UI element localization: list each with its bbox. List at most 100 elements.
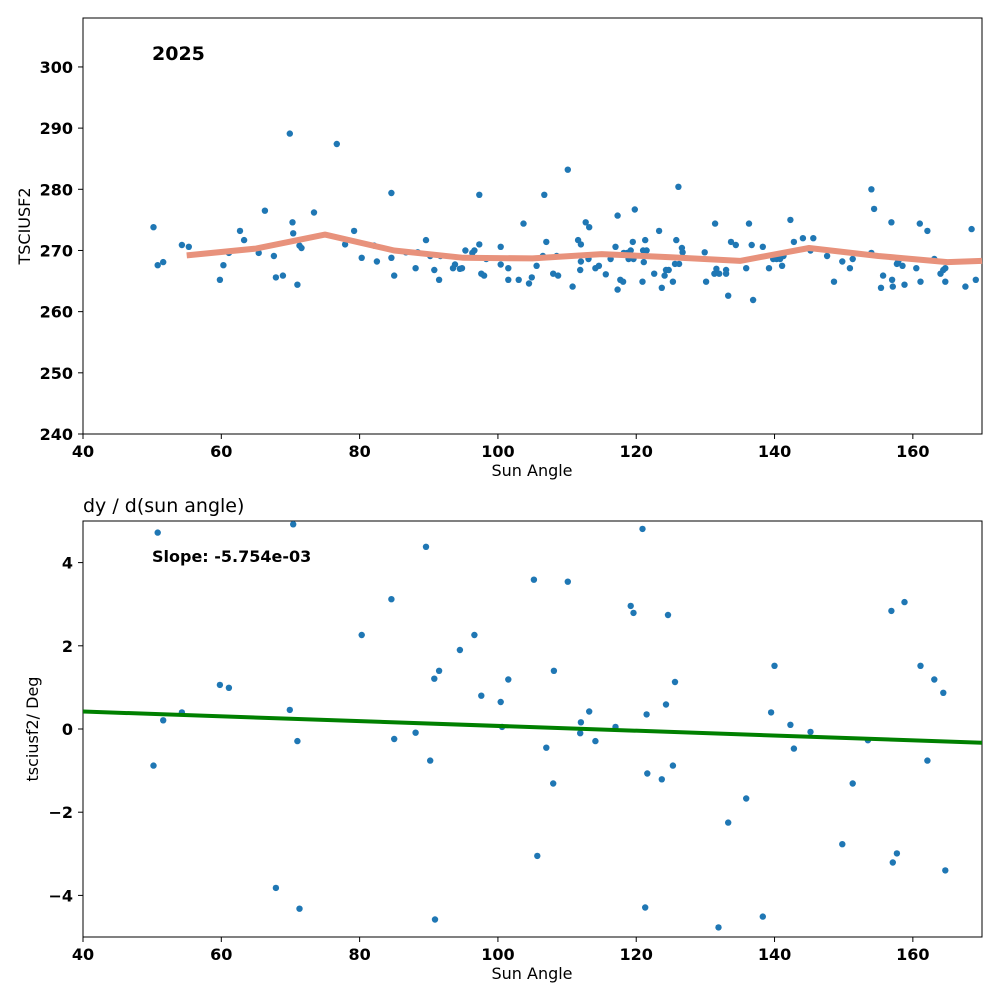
top-data-point [614, 212, 621, 219]
bottom-data-point [839, 841, 846, 848]
smoothed-line [186, 231, 983, 266]
top-data-point [564, 166, 571, 173]
top-data-point [642, 236, 649, 244]
top-data-point [962, 283, 969, 290]
top-data-point [577, 266, 584, 274]
top-y-axis-label: TSCIUSF2 [15, 187, 34, 265]
bottom-data-point [586, 708, 593, 715]
bottom-data-point [790, 745, 798, 752]
top-data-point [665, 266, 672, 274]
bottom-data-point [639, 525, 646, 533]
top-data-point [790, 238, 798, 246]
top-data-point [640, 258, 647, 266]
bottom-data-point [296, 905, 303, 912]
top-y-tick-label: 260 [40, 303, 73, 322]
bottom-data-point [849, 780, 856, 787]
top-x-tick-label: 160 [896, 442, 929, 461]
bottom-data-point [478, 692, 485, 699]
top-x-tick-label: 80 [348, 442, 370, 461]
top-data-point [471, 247, 478, 254]
top-data-point [577, 258, 585, 265]
bottom-x-tick-label: 80 [348, 945, 370, 964]
top-data-point [631, 206, 638, 213]
top-data-point [899, 262, 906, 269]
top-data-point [846, 265, 854, 272]
top-data-point [602, 271, 609, 278]
top-data-point [373, 258, 381, 265]
top-data-point [240, 236, 248, 244]
top-y-tick-label: 250 [40, 364, 73, 383]
top-data-point [799, 235, 807, 242]
top-data-point [272, 274, 280, 281]
top-data-point [261, 207, 269, 214]
bottom-data-point [456, 646, 464, 654]
bottom-y-tick-label: 0 [62, 720, 73, 739]
top-data-point [727, 238, 735, 246]
top-data-point [810, 235, 817, 242]
top-data-point [480, 272, 488, 279]
bottom-data-point [412, 729, 419, 736]
top-data-point [341, 241, 349, 248]
top-data-point [675, 260, 683, 268]
bottom-data-point [154, 529, 161, 536]
top-data-point [458, 265, 466, 272]
bottom-data-point [931, 676, 938, 683]
top-data-point [388, 254, 395, 261]
top-data-point [279, 272, 287, 279]
top-data-point [270, 252, 278, 260]
top-data-point [745, 220, 753, 227]
bottom-data-point [627, 602, 634, 610]
top-data-point [830, 278, 838, 285]
top-data-point [916, 220, 923, 227]
bottom-y-axis-label: tsciusf2/ Deg [23, 677, 42, 782]
bottom-data-point [422, 543, 430, 550]
top-data-point [298, 244, 305, 252]
top-data-point [913, 265, 920, 272]
bottom-data-point [715, 924, 722, 931]
top-data-point [150, 224, 157, 231]
bottom-data-point [225, 684, 233, 691]
top-data-point [725, 292, 732, 299]
top-data-point [748, 241, 755, 249]
top-data-point [888, 276, 896, 283]
top-data-point [290, 230, 297, 237]
bottom-data-point [497, 698, 504, 706]
top-points [150, 130, 979, 304]
bottom-data-point [807, 728, 814, 736]
top-data-point [476, 191, 483, 198]
bottom-data-point [543, 744, 550, 751]
top-data-point [462, 247, 469, 254]
bottom-data-point [671, 678, 679, 686]
top-data-point [216, 276, 224, 283]
top-x-tick-label: 100 [481, 442, 514, 461]
top-data-point [497, 243, 504, 250]
top-data-point [651, 270, 658, 277]
top-data-point [554, 272, 562, 279]
bottom-data-point [534, 852, 541, 860]
top-data-point [289, 219, 296, 226]
bottom-x-tick-label: 100 [481, 945, 514, 964]
bottom-data-point [388, 596, 395, 603]
top-data-point [743, 265, 750, 272]
top-data-point [412, 265, 419, 272]
bottom-data-point [725, 819, 732, 826]
bottom-data-point [924, 757, 931, 764]
bottom-data-point [643, 711, 650, 718]
top-y-tick-label: 300 [40, 58, 73, 77]
top-y-tick-label: 240 [40, 425, 73, 444]
bottom-data-point [893, 850, 901, 857]
top-data-point [333, 140, 340, 148]
bottom-data-point [216, 681, 224, 689]
top-data-point [543, 238, 550, 246]
top-data-point [868, 186, 875, 193]
top-data-point [669, 278, 677, 285]
top-y-tick-label: 270 [40, 241, 73, 260]
top-data-point [294, 281, 301, 288]
top-data-point [643, 247, 650, 254]
top-data-point [778, 262, 786, 269]
bottom-data-point [787, 721, 794, 728]
top-data-point [569, 283, 576, 290]
bottom-x-tick-label: 140 [758, 945, 791, 964]
bottom-x-tick-label: 160 [896, 945, 929, 964]
